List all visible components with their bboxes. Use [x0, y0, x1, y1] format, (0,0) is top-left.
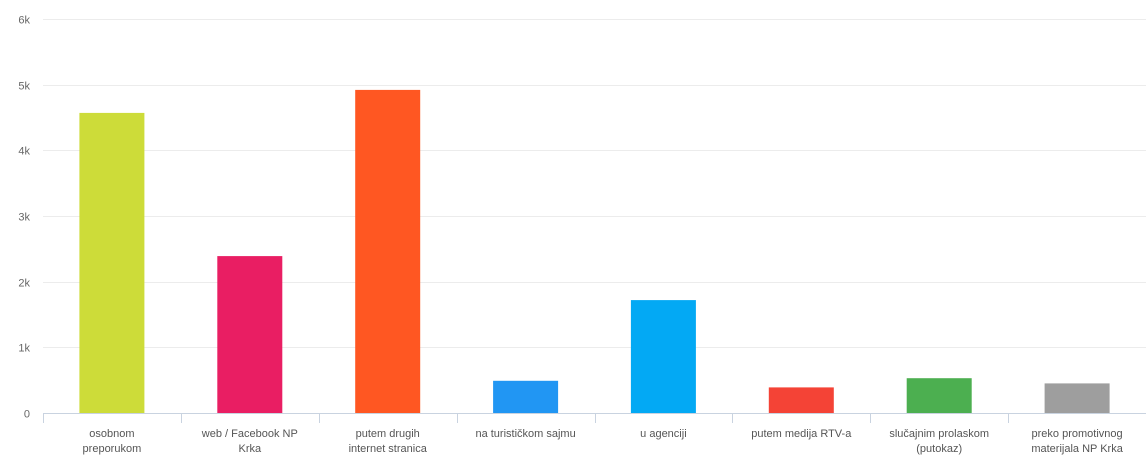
- x-category-label-line: osobnom: [89, 428, 134, 440]
- x-category-label-line: putem medija RTV-a: [751, 428, 852, 440]
- bar[interactable]: [768, 387, 834, 413]
- y-tick-label: 3k: [18, 212, 30, 224]
- x-category-label: web / Facebook NP Krka: [201, 428, 298, 455]
- x-category-label-line: u agenciji: [640, 428, 686, 440]
- x-category-label-line: web / Facebook NP: [201, 428, 298, 440]
- x-category-label: putem drugih internet stranica: [349, 428, 428, 455]
- x-category-label-line: slučajnim prolaskom: [889, 428, 989, 440]
- x-category-label: na turističkom sajmu: [475, 428, 575, 440]
- y-axis: 0 1k 2k 3k 4k 5k 6k: [18, 15, 30, 421]
- x-category-label: putem medija RTV-a: [751, 428, 852, 440]
- x-category-label-line: Krka: [238, 443, 262, 455]
- x-axis: osobnom preporukom web / Facebook NP Krka pu…: [43, 413, 1146, 455]
- bar[interactable]: [906, 378, 972, 413]
- y-tick-label: 6k: [18, 15, 30, 27]
- x-category-label-line: materijala NP Krka: [1031, 443, 1123, 455]
- x-category-label: u agenciji: [640, 428, 686, 440]
- x-category-label-line: putem drugih: [356, 428, 420, 440]
- x-category-label: osobnom preporukom: [83, 428, 142, 455]
- y-tick-label: 5k: [18, 81, 30, 93]
- x-category-label: slučajnim prolaskom (putokaz): [889, 428, 989, 455]
- x-category-label-line: internet stranica: [349, 443, 428, 455]
- x-category-label-line: preporukom: [83, 443, 142, 455]
- y-tick-label: 4k: [18, 146, 30, 158]
- bar[interactable]: [1044, 383, 1110, 413]
- bar[interactable]: [630, 300, 696, 413]
- y-tick-label: 2k: [18, 278, 30, 290]
- bar[interactable]: [217, 256, 283, 413]
- bar[interactable]: [355, 89, 421, 414]
- bar[interactable]: [79, 112, 145, 414]
- y-tick-label: 0: [24, 409, 30, 421]
- bars: [79, 89, 1110, 414]
- x-category-label: preko promotivnog materijala NP Krka: [1031, 428, 1123, 455]
- x-category-label-line: na turističkom sajmu: [475, 428, 575, 440]
- y-tick-label: 1k: [18, 343, 30, 355]
- x-category-label-line: (putokaz): [916, 443, 962, 455]
- x-category-label-line: preko promotivnog: [1032, 428, 1123, 440]
- bar[interactable]: [493, 380, 559, 413]
- grid-layer: [43, 19, 1146, 348]
